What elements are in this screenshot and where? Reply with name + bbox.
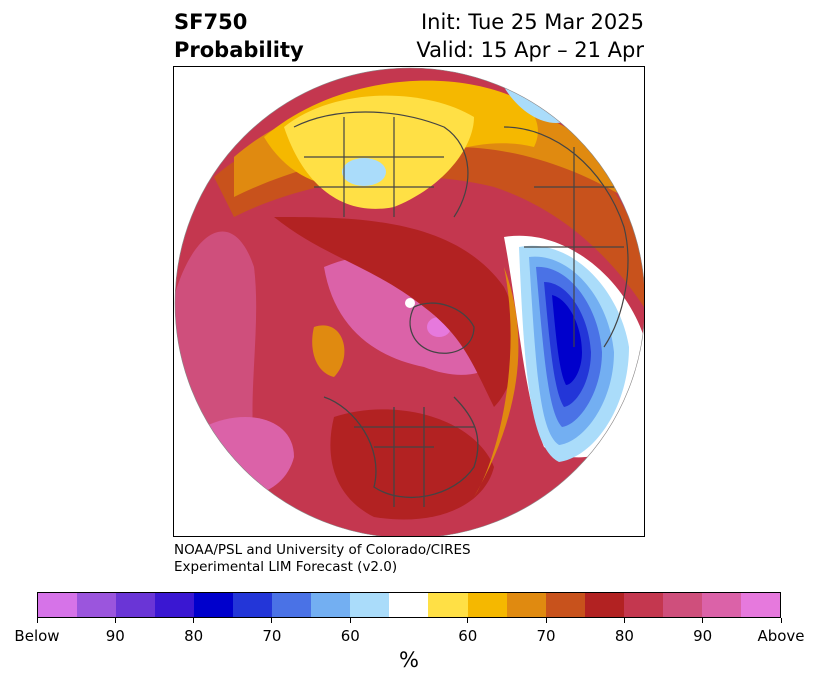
colorbar-tick-label: 80 (614, 627, 634, 645)
colorbar-tick-mark (349, 618, 351, 623)
map-coastlines-africa-europe (293, 111, 469, 218)
title-variable: SF750 (174, 10, 248, 34)
colorbar-tick-label: Below (14, 627, 60, 645)
credit-line-1: NOAA/PSL and University of Colorado/CIRE… (174, 542, 471, 558)
colorbar-segment (584, 593, 624, 617)
colorbar-segment (233, 593, 273, 617)
colorbar-segment (272, 593, 312, 617)
colorbar-segment (155, 593, 195, 617)
map-region-red-band (274, 217, 518, 407)
colorbar-segment (506, 593, 546, 617)
colorbar-tick-mark (36, 618, 38, 623)
map-disk-outline (174, 67, 644, 536)
colorbar-segment (38, 593, 78, 617)
colorbar-unit-label: % (399, 648, 419, 672)
map-coastline-greenland (409, 302, 475, 354)
colorbar-segment (623, 593, 663, 617)
colorbar-tick-mark (193, 618, 195, 623)
colorbar-tick-label: 60 (340, 627, 360, 645)
colorbar-segment (545, 593, 585, 617)
map-region-red-america (330, 409, 494, 520)
north-pole-marker (405, 298, 415, 308)
colorbar-tick-mark (114, 618, 116, 623)
colorbar-tick-label: 70 (536, 627, 556, 645)
colorbar-tick-mark (271, 618, 273, 623)
colorbar-tick-label: 70 (262, 627, 282, 645)
colorbar-tick-mark (545, 618, 547, 623)
colorbar-segment (116, 593, 156, 617)
colorbar-segment (350, 593, 390, 617)
colorbar-tick-label: 80 (184, 627, 204, 645)
title-type: Probability (174, 38, 304, 62)
colorbar-tick-label: 60 (458, 627, 478, 645)
map-region-cool-below (552, 295, 582, 385)
init-date: Init: Tue 25 Mar 2025 (420, 10, 644, 34)
colorbar-segment (467, 593, 507, 617)
colorbar-segment (77, 593, 117, 617)
colorbar-segment (701, 593, 741, 617)
colorbar-tick-label: Above (757, 627, 805, 645)
map-region-amber-east (474, 267, 519, 497)
colorbar-segment (389, 593, 429, 617)
map-coastlines-asia (503, 126, 629, 348)
credit-line-2: Experimental LIM Forecast (v2.0) (174, 559, 398, 575)
colorbar-segment (428, 593, 468, 617)
colorbar-tick-mark (702, 618, 704, 623)
map-region-yellow-north (284, 95, 474, 209)
colorbar-tick-mark (780, 618, 782, 623)
valid-date: Valid: 15 Apr – 21 Apr (416, 38, 644, 62)
polar-map (173, 66, 645, 537)
map-title: SF750 Probability (174, 8, 304, 64)
probability-map-svg (174, 67, 644, 536)
map-region-amber-west (312, 325, 345, 377)
colorbar-segment (740, 593, 780, 617)
map-region-cool-north (342, 158, 386, 186)
colorbar-tick-mark (467, 618, 469, 623)
credit-text: NOAA/PSL and University of Colorado/CIRE… (174, 542, 471, 576)
colorbar-segment (662, 593, 702, 617)
colorbar-segment (311, 593, 351, 617)
colorbar-tick-label: 90 (105, 627, 125, 645)
colorbar-segment (194, 593, 234, 617)
colorbar-tick-label: 90 (693, 627, 713, 645)
colorbar-tick-mark (623, 618, 625, 623)
forecast-dates: Init: Tue 25 Mar 2025 Valid: 15 Apr – 21… (416, 8, 644, 64)
map-coastlines-america (323, 396, 479, 507)
colorbar (37, 592, 781, 618)
